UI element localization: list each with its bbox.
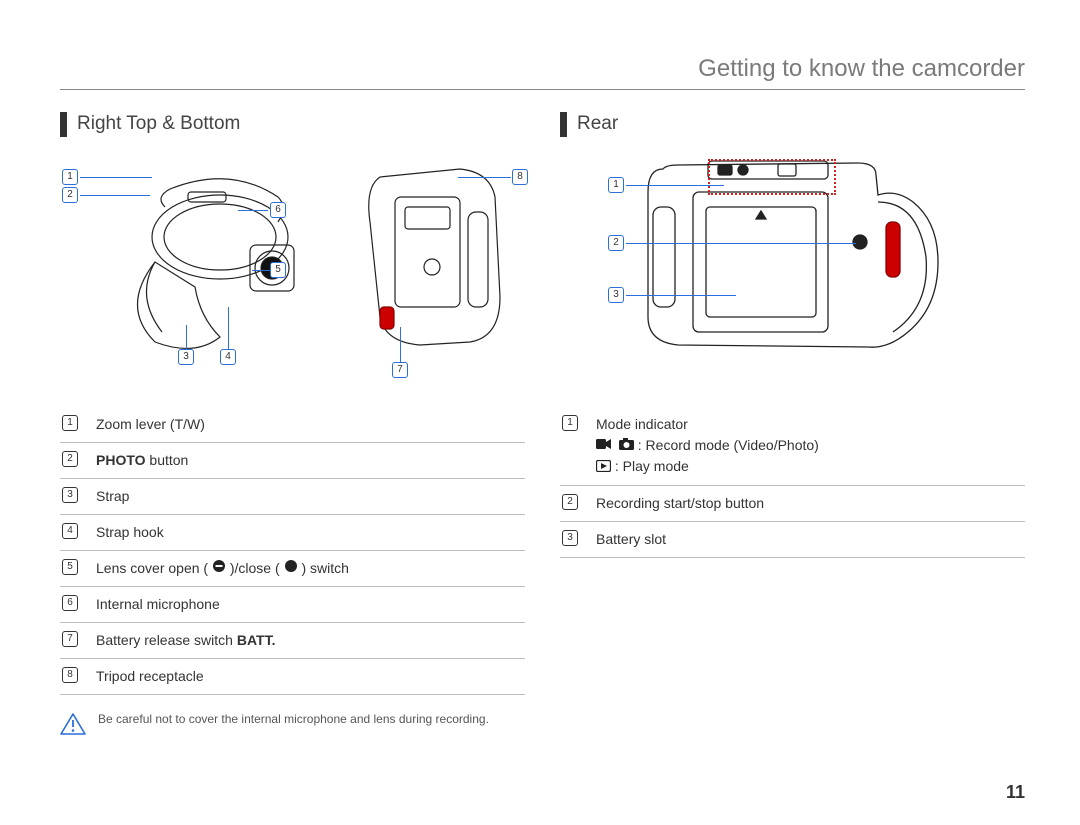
item-number: 5 xyxy=(62,559,78,575)
leader xyxy=(252,270,270,271)
section-heading-right: Rear xyxy=(560,112,1025,137)
photo-mode-icon xyxy=(619,435,634,456)
lens-open-icon xyxy=(212,558,226,579)
left-diagram: 1 2 6 5 3 4 8 7 xyxy=(60,157,525,387)
item-number: 2 xyxy=(62,451,78,467)
list-item: 5 Lens cover open ( )/close ( ) switch xyxy=(60,551,525,588)
list-item: 1 Mode indicator : Record mode (Video/Ph… xyxy=(560,407,1025,487)
left-column: Right Top & Bottom xyxy=(60,112,525,735)
list-item: 1 Zoom lever (T/W) xyxy=(60,407,525,443)
item-number: 7 xyxy=(62,631,78,647)
leader xyxy=(626,295,736,296)
leader xyxy=(228,307,229,349)
leader xyxy=(80,177,152,178)
item-text: Strap xyxy=(96,486,129,507)
item-text: Mode indicator : Record mode (Video/Phot… xyxy=(596,414,819,479)
item-text: Recording start/stop button xyxy=(596,493,764,514)
list-item: 2 PHOTO button xyxy=(60,443,525,479)
item-number: 2 xyxy=(562,494,578,510)
list-item: 3 Battery slot xyxy=(560,522,1025,558)
item-text: Internal microphone xyxy=(96,594,220,615)
right-column: Rear xyxy=(560,112,1025,735)
item-text: Strap hook xyxy=(96,522,164,543)
callout-7: 7 xyxy=(392,362,408,378)
item-number: 1 xyxy=(62,415,78,431)
callout-r1: 1 xyxy=(608,177,624,193)
list-item: 8 Tripod receptacle xyxy=(60,659,525,695)
right-diagram: 1 2 3 xyxy=(560,157,1025,387)
callout-8: 8 xyxy=(512,169,528,185)
item-number: 3 xyxy=(562,530,578,546)
caution-note: Be careful not to cover the internal mic… xyxy=(60,711,525,735)
page-title: Getting to know the camcorder xyxy=(60,55,1025,90)
item-text: Lens cover open ( )/close ( ) switch xyxy=(96,558,349,580)
item-number: 3 xyxy=(62,487,78,503)
leader xyxy=(626,243,856,244)
callout-5: 5 xyxy=(270,262,286,278)
callout-1: 1 xyxy=(62,169,78,185)
callout-r2: 2 xyxy=(608,235,624,251)
callout-4: 4 xyxy=(220,349,236,365)
leader xyxy=(458,177,511,178)
item-text: Zoom lever (T/W) xyxy=(96,414,205,435)
list-item: 7 Battery release switch BATT. xyxy=(60,623,525,659)
leader xyxy=(186,325,187,349)
warning-icon xyxy=(60,713,86,735)
leader xyxy=(238,210,268,211)
video-mode-icon xyxy=(596,435,612,456)
callout-6: 6 xyxy=(270,202,286,218)
item-text: Tripod receptacle xyxy=(96,666,204,687)
leader xyxy=(626,185,724,186)
highlight-box xyxy=(708,159,836,195)
section-heading-left: Right Top & Bottom xyxy=(60,112,525,137)
item-number: 4 xyxy=(62,523,78,539)
list-item: 2 Recording start/stop button xyxy=(560,486,1025,522)
item-text: PHOTO button xyxy=(96,450,188,471)
item-text: Battery slot xyxy=(596,529,666,550)
list-item: 6 Internal microphone xyxy=(60,587,525,623)
note-text: Be careful not to cover the internal mic… xyxy=(98,711,489,727)
item-number: 6 xyxy=(62,595,78,611)
list-item: 3 Strap xyxy=(60,479,525,515)
camcorder-bottom-illustration xyxy=(360,157,515,357)
leader xyxy=(80,195,150,196)
camcorder-bottom-svg xyxy=(360,157,515,357)
left-list: 1 Zoom lever (T/W) 2 PHOTO button 3 Stra… xyxy=(60,407,525,696)
item-text: Battery release switch BATT. xyxy=(96,630,275,651)
item-number: 1 xyxy=(562,415,578,431)
callout-3: 3 xyxy=(178,349,194,365)
leader xyxy=(400,327,401,362)
item-number: 8 xyxy=(62,667,78,683)
page-number: 11 xyxy=(1006,782,1025,803)
callout-r3: 3 xyxy=(608,287,624,303)
list-item: 4 Strap hook xyxy=(60,515,525,551)
right-list: 1 Mode indicator : Record mode (Video/Ph… xyxy=(560,407,1025,559)
play-mode-icon xyxy=(596,457,611,478)
callout-2: 2 xyxy=(62,187,78,203)
lens-close-icon xyxy=(284,558,298,579)
